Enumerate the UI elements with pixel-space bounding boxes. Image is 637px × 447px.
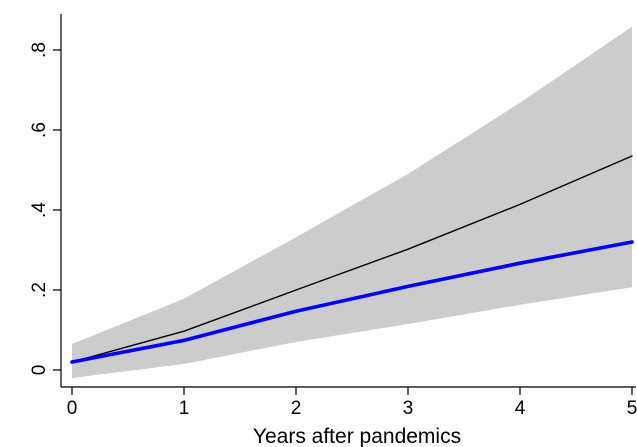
- series-line-layer: [70, 155, 634, 364]
- x-tick-label-4: 4: [515, 398, 526, 419]
- series-line-2: [70, 240, 634, 364]
- y-tick-label-.8: .8: [29, 42, 50, 58]
- y-tick-label-.6: .6: [29, 122, 50, 138]
- x-tick-label-2: 2: [291, 398, 302, 419]
- axes-layer: 0 1 2 3 4 5 0 .2 .4 .6 .8: [29, 14, 637, 419]
- series-line-1: [71, 155, 633, 363]
- x-tick-label-1: 1: [179, 398, 190, 419]
- x-tick-label-5: 5: [627, 398, 637, 419]
- confidence-band-layer: [72, 26, 632, 379]
- x-tick-label-3: 3: [403, 398, 414, 419]
- y-tick-label-.4: .4: [29, 202, 50, 218]
- x-tick-label-0: 0: [67, 398, 78, 419]
- x-axis-title: Years after pandemics: [253, 425, 461, 447]
- confidence-band: [72, 26, 632, 379]
- y-tick-label-0: 0: [29, 365, 50, 376]
- y-tick-label-.2: .2: [29, 282, 50, 298]
